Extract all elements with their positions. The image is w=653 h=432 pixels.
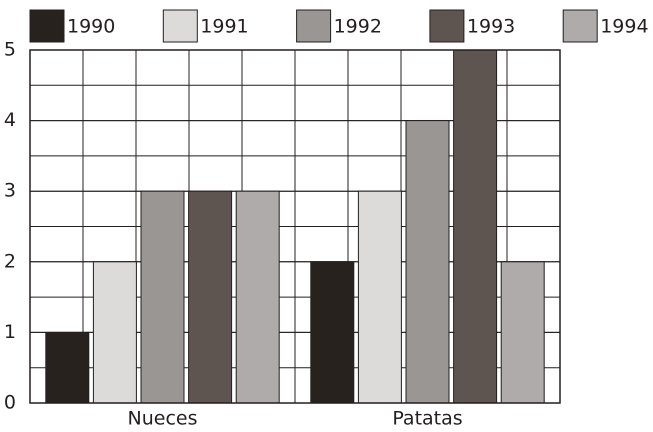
legend-swatch: [562, 9, 598, 43]
plot-frame: [29, 49, 561, 404]
legend-label: 1993: [467, 16, 515, 38]
y-tick-label: 1: [4, 321, 16, 343]
y-tick-label: 5: [4, 39, 16, 61]
legend-swatch: [429, 9, 465, 43]
x-tick-label: Patatas: [392, 408, 462, 430]
bar: [500, 261, 545, 404]
y-tick-label: 2: [4, 250, 16, 272]
legend-label: 1994: [600, 16, 648, 38]
bar: [188, 190, 233, 404]
legend-label: 1990: [67, 16, 115, 38]
bar: [310, 261, 355, 404]
bar: [235, 190, 280, 404]
legend-swatch: [29, 9, 65, 43]
bar: [357, 190, 402, 404]
bar: [92, 261, 137, 404]
y-tick-label: 0: [4, 392, 16, 414]
legend-label: 1992: [334, 16, 382, 38]
bar: [405, 120, 450, 404]
y-tick-label: 3: [4, 180, 16, 202]
x-tick-label: Nueces: [128, 408, 198, 430]
y-tick-label: 4: [4, 109, 16, 131]
legend-label: 1991: [200, 16, 248, 38]
bar: [140, 190, 185, 404]
bar: [453, 49, 498, 404]
legend-swatch: [162, 9, 198, 43]
legend-swatch: [296, 9, 332, 43]
bar: [45, 331, 90, 404]
